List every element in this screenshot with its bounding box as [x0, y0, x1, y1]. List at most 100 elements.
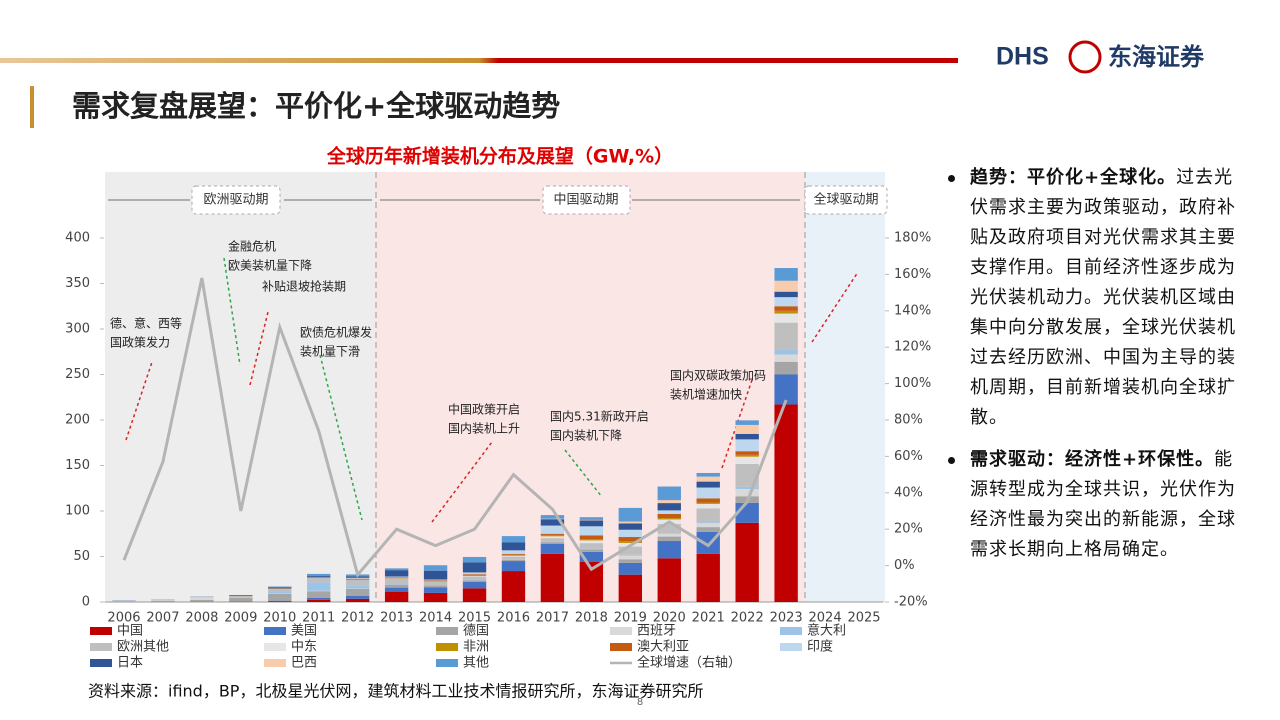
bar-segment — [540, 553, 565, 602]
bar-segment — [384, 591, 409, 602]
y2-tick-label: 180% — [894, 231, 931, 246]
bar-segment — [618, 554, 643, 556]
x-tick-label: 2010 — [263, 611, 296, 626]
legend-label: 全球增速（右轴） — [637, 655, 741, 671]
annotation: 金融危机 — [228, 239, 276, 254]
bar-segment — [657, 500, 681, 504]
bar-segment — [774, 374, 798, 405]
y2-tick-label: 60% — [894, 449, 923, 464]
growth-line — [122, 277, 788, 578]
bar-segment — [423, 592, 448, 602]
bar-segment — [696, 498, 720, 503]
bar-segment — [307, 591, 331, 598]
bar-segment — [579, 535, 604, 540]
bar-segment — [501, 561, 526, 572]
bar-segment — [423, 579, 448, 581]
legend-label: 西班牙 — [637, 624, 676, 639]
period-bg — [105, 172, 376, 602]
bar-segment — [540, 542, 565, 544]
bar-segment — [345, 578, 370, 580]
x-tick-label: 2016 — [497, 611, 530, 626]
y-tick-label: 0 — [82, 595, 90, 610]
legend-label: 美国 — [291, 624, 317, 639]
annotation: 欧债危机爆发 — [300, 325, 372, 340]
x-tick-label: 2007 — [146, 611, 179, 626]
y2-tick-label: 120% — [894, 340, 931, 355]
bar-segment — [540, 538, 565, 542]
y2-tick-label: 40% — [894, 485, 923, 500]
x-tick-label: 2018 — [575, 611, 608, 626]
bar-segment — [540, 543, 565, 554]
bar-segment — [696, 523, 720, 528]
bar-segment — [657, 518, 681, 520]
bar-segment — [384, 583, 409, 585]
x-tick-label: 2008 — [185, 611, 218, 626]
bar-segment — [462, 588, 487, 602]
bar-segment — [268, 600, 292, 602]
bar-segment — [307, 597, 331, 600]
x-tick-label: 2023 — [770, 611, 803, 626]
bar-segment — [735, 456, 759, 464]
bar-segment — [696, 481, 720, 488]
y-tick-label: 200 — [65, 413, 90, 428]
bar-segment — [540, 515, 565, 519]
bar-segment — [579, 540, 604, 544]
bar-segment — [501, 571, 526, 602]
x-tick-label: 2012 — [341, 611, 374, 626]
bar-segment — [501, 559, 526, 562]
period-label: 中国驱动期 — [553, 193, 618, 208]
bar-segment — [540, 536, 565, 539]
bar-segment — [540, 534, 565, 537]
bar-segment — [540, 519, 565, 526]
bar-segment — [735, 439, 759, 452]
y-tick-label: 100 — [65, 504, 90, 519]
page-number: 8 — [637, 697, 643, 708]
x-tick-label: 2020 — [653, 611, 686, 626]
annotation: 德、意、西等 — [110, 316, 182, 331]
bar-segment — [696, 553, 720, 602]
bar-segment — [618, 541, 643, 543]
x-tick-label: 2013 — [380, 611, 413, 626]
bar-segment — [579, 551, 604, 562]
annotation: 国内装机下降 — [550, 429, 622, 443]
bar-segment — [735, 433, 759, 440]
legend-swatch — [90, 659, 112, 667]
legend-swatch — [264, 627, 286, 635]
x-tick-label: 2019 — [614, 611, 647, 626]
header-bar — [0, 58, 958, 63]
bar-segment — [268, 586, 292, 588]
bar-segment — [384, 584, 409, 588]
annotation: 国政策发力 — [110, 335, 170, 350]
legend-swatch — [436, 627, 458, 635]
bar-segment — [735, 424, 759, 434]
bar-segment — [618, 555, 643, 560]
bar-segment — [774, 313, 798, 323]
annotation: 欧美装机量下降 — [228, 259, 312, 273]
bar-segment — [307, 577, 331, 578]
chart-title: 全球历年新增装机分布及展望（GW,%） — [326, 145, 673, 168]
bar-segment — [307, 577, 331, 583]
x-tick-label: 2022 — [731, 611, 764, 626]
bar-segment — [540, 533, 565, 535]
y2-tick-label: 160% — [894, 267, 931, 282]
bar-segment — [657, 514, 681, 519]
legend-label: 澳大利亚 — [637, 639, 689, 655]
bar-segment — [345, 576, 370, 578]
bar-segment — [774, 322, 798, 350]
bar-segment — [774, 361, 798, 375]
legend-swatch — [436, 643, 458, 651]
y2-tick-label: 80% — [894, 413, 923, 428]
bar-segment — [384, 576, 409, 578]
bullet-list: 趋势：平价化+全球化。过去光伏需求主要为政策驱动，政府补贴及政府项目对光伏需求其… — [946, 163, 1238, 577]
legend-swatch — [610, 643, 632, 651]
bar-segment — [462, 581, 487, 589]
legend-swatch — [90, 643, 112, 651]
y2-tick-label: -20% — [894, 595, 928, 610]
legend-label: 意大利 — [807, 623, 846, 639]
bar-segment — [423, 581, 448, 586]
bar-segment — [618, 537, 643, 542]
bar-segment — [307, 599, 331, 602]
bar-segment — [696, 522, 720, 524]
bar-segment — [423, 565, 448, 571]
bar-segment — [774, 280, 798, 292]
